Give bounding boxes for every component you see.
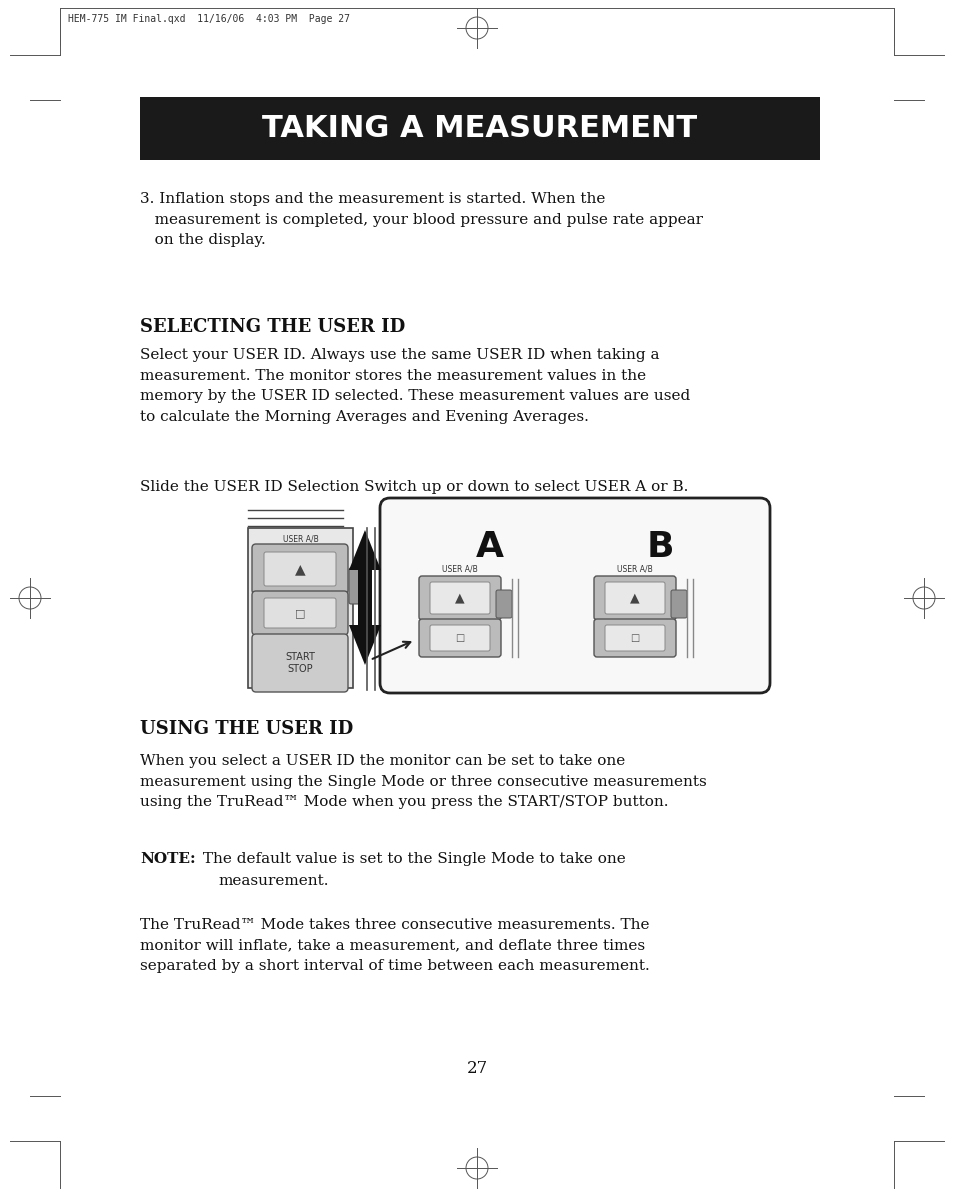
Text: HEM-775 IM Final.qxd  11/16/06  4:03 PM  Page 27: HEM-775 IM Final.qxd 11/16/06 4:03 PM Pa… bbox=[68, 14, 350, 24]
Text: ▲: ▲ bbox=[455, 592, 464, 604]
Text: SELECTING THE USER ID: SELECTING THE USER ID bbox=[140, 318, 405, 336]
FancyBboxPatch shape bbox=[418, 620, 500, 657]
FancyBboxPatch shape bbox=[252, 591, 348, 635]
Text: 27: 27 bbox=[466, 1060, 487, 1078]
Text: ▲: ▲ bbox=[294, 562, 306, 576]
FancyBboxPatch shape bbox=[264, 598, 335, 628]
FancyBboxPatch shape bbox=[594, 576, 676, 620]
FancyBboxPatch shape bbox=[604, 582, 664, 614]
Text: START
STOP: START STOP bbox=[285, 652, 315, 675]
FancyBboxPatch shape bbox=[264, 553, 335, 586]
FancyBboxPatch shape bbox=[594, 620, 676, 657]
Text: When you select a USER ID the monitor can be set to take one
measurement using t: When you select a USER ID the monitor ca… bbox=[140, 753, 706, 810]
Text: □: □ bbox=[630, 633, 639, 643]
FancyBboxPatch shape bbox=[252, 634, 348, 692]
Text: NOTE:: NOTE: bbox=[140, 852, 195, 866]
FancyBboxPatch shape bbox=[430, 626, 490, 651]
Text: USER A/B: USER A/B bbox=[282, 533, 318, 543]
FancyBboxPatch shape bbox=[604, 626, 664, 651]
Bar bbox=[140, 97, 820, 160]
FancyBboxPatch shape bbox=[349, 568, 367, 604]
Bar bbox=[248, 527, 353, 688]
Polygon shape bbox=[349, 530, 380, 665]
FancyBboxPatch shape bbox=[252, 544, 348, 594]
Text: USER A/B: USER A/B bbox=[617, 565, 652, 574]
Text: TAKING A MEASUREMENT: TAKING A MEASUREMENT bbox=[262, 114, 697, 144]
Text: 3. Inflation stops and the measurement is started. When the
   measurement is co: 3. Inflation stops and the measurement i… bbox=[140, 193, 702, 248]
Text: USER A/B: USER A/B bbox=[441, 565, 477, 574]
Text: The TruRead™ Mode takes three consecutive measurements. The
monitor will inflate: The TruRead™ Mode takes three consecutiv… bbox=[140, 919, 649, 974]
Text: Slide the USER ID Selection Switch up or down to select USER A or B.: Slide the USER ID Selection Switch up or… bbox=[140, 480, 688, 494]
FancyBboxPatch shape bbox=[496, 590, 512, 618]
Text: □: □ bbox=[455, 633, 464, 643]
Text: B: B bbox=[645, 530, 673, 565]
Text: USING THE USER ID: USING THE USER ID bbox=[140, 720, 353, 738]
Text: measurement.: measurement. bbox=[218, 874, 328, 887]
Text: A: A bbox=[476, 530, 503, 565]
FancyBboxPatch shape bbox=[418, 576, 500, 620]
FancyBboxPatch shape bbox=[379, 498, 769, 692]
FancyBboxPatch shape bbox=[670, 590, 686, 618]
Text: The default value is set to the Single Mode to take one: The default value is set to the Single M… bbox=[198, 852, 625, 866]
Text: □: □ bbox=[294, 608, 305, 618]
FancyBboxPatch shape bbox=[430, 582, 490, 614]
Text: ▲: ▲ bbox=[630, 592, 639, 604]
Text: Select your USER ID. Always use the same USER ID when taking a
measurement. The : Select your USER ID. Always use the same… bbox=[140, 348, 690, 423]
